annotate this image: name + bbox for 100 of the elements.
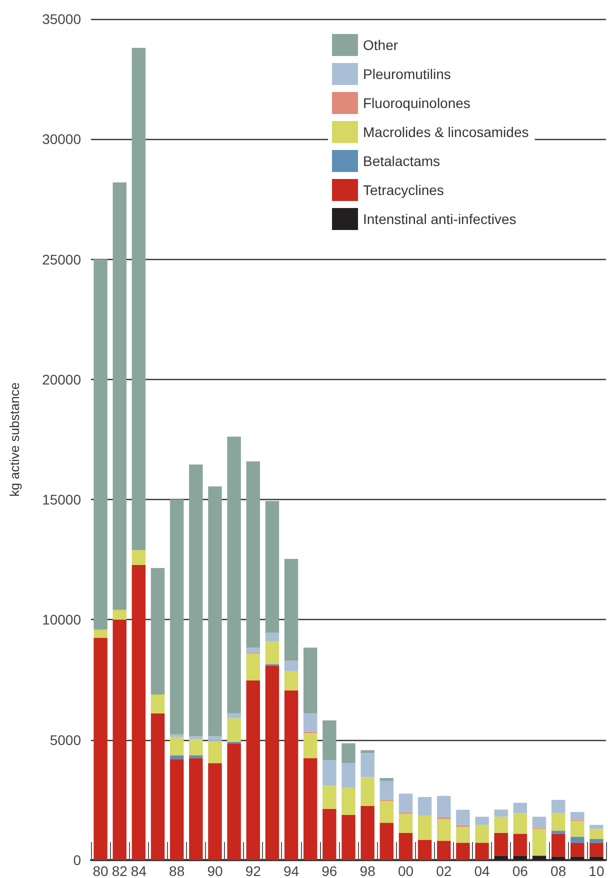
- bar: [570, 836, 584, 843]
- bar: [342, 788, 356, 815]
- bar: [208, 486, 222, 736]
- bar: [532, 828, 546, 856]
- x-tick-label: 08: [550, 863, 566, 878]
- bar: [284, 690, 298, 860]
- bar: [227, 743, 241, 860]
- bar: [284, 660, 298, 672]
- bar: [380, 822, 394, 860]
- bar: [551, 834, 566, 857]
- bar: [475, 842, 489, 860]
- bar: [227, 436, 241, 714]
- x-tick-label: 98: [360, 863, 376, 878]
- bar: [360, 777, 374, 806]
- bar: [322, 786, 336, 809]
- bar: [227, 718, 241, 742]
- bar: [590, 842, 604, 857]
- legend-label: Fluoroquinolones: [363, 95, 470, 111]
- bar: [590, 856, 604, 860]
- bar: [513, 802, 528, 813]
- bar: [570, 820, 584, 837]
- bar: [322, 808, 336, 860]
- bar: [590, 838, 604, 843]
- bar: [551, 830, 566, 834]
- bar: [475, 824, 489, 843]
- bar: [360, 753, 374, 778]
- bar: [170, 499, 184, 734]
- bar: [208, 740, 222, 764]
- legend-label: Pleuromutilins: [363, 66, 451, 82]
- bar: [418, 816, 432, 840]
- bar: [112, 620, 126, 860]
- bar: [265, 632, 280, 642]
- y-axis-title: kg active substance: [7, 382, 22, 497]
- bar: [418, 840, 432, 860]
- bar: [284, 558, 298, 661]
- x-tick-label: 92: [245, 863, 262, 878]
- bar: [551, 800, 566, 813]
- bar: [189, 738, 203, 756]
- bar: [150, 713, 165, 860]
- bar: [150, 694, 165, 714]
- bar: [570, 856, 584, 860]
- bar: [132, 550, 146, 565]
- bar: [360, 750, 374, 754]
- bar: [494, 816, 508, 833]
- bar: [208, 763, 222, 860]
- x-tick-label: 04: [474, 863, 490, 878]
- bar: [494, 856, 508, 860]
- bar: [398, 814, 413, 833]
- x-tick-label: 88: [169, 863, 185, 878]
- bar: [342, 763, 356, 788]
- bar: [189, 755, 203, 758]
- y-tick-label: 20000: [42, 371, 82, 388]
- bar: [265, 642, 280, 664]
- bar: [265, 666, 280, 860]
- bar: [513, 834, 528, 856]
- bar: [170, 759, 184, 860]
- bar: [456, 842, 470, 860]
- x-tick-label: 02: [436, 863, 452, 878]
- bar: [322, 720, 336, 760]
- bar: [342, 743, 356, 764]
- bar: [132, 564, 146, 860]
- bar: [189, 736, 203, 739]
- bar: [94, 630, 108, 638]
- bar: [494, 810, 508, 817]
- legend-label: Betalactams: [363, 153, 440, 169]
- x-tick-label: 82: [112, 863, 128, 878]
- bar: [112, 182, 126, 610]
- y-tick-label: 15000: [42, 492, 82, 508]
- x-tick-label: 90: [207, 863, 223, 878]
- x-tick-label: 00: [398, 863, 414, 878]
- bar: [380, 778, 394, 781]
- bar: [380, 800, 394, 823]
- y-tick-label: 0: [73, 852, 82, 868]
- bar: [246, 680, 260, 860]
- bar: [513, 856, 528, 860]
- bar: [322, 760, 336, 786]
- bar: [150, 568, 165, 694]
- bar: [342, 814, 356, 860]
- bar: [398, 794, 413, 812]
- bar: [94, 259, 108, 630]
- bar: [360, 806, 374, 860]
- x-tick-label: 94: [283, 863, 300, 878]
- bar: [398, 832, 413, 860]
- legend-label: Tetracyclines: [363, 182, 444, 198]
- bar: [590, 824, 604, 829]
- y-tick-label: 35000: [42, 11, 82, 27]
- bar: [303, 648, 318, 714]
- bar: [437, 840, 451, 860]
- bar: [532, 856, 546, 860]
- bar: [170, 755, 184, 760]
- bar: [532, 816, 546, 828]
- bar: [265, 501, 280, 633]
- bar: [456, 810, 470, 826]
- x-tick-label: 10: [588, 863, 604, 878]
- bar: [551, 812, 566, 831]
- bar: [208, 736, 222, 741]
- bar: [418, 797, 432, 816]
- bar: [380, 780, 394, 800]
- bar: [303, 713, 318, 732]
- bar: [494, 832, 508, 856]
